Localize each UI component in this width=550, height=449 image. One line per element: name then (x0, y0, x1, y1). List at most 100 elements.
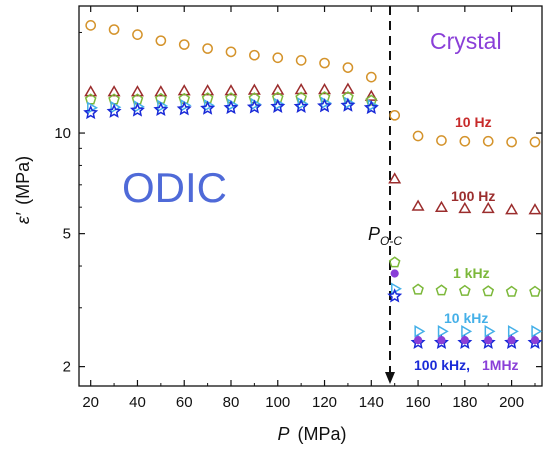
data-point-100khz (293, 98, 309, 113)
data-point-100khz (200, 100, 216, 115)
region-label-odic: ODIC (122, 164, 227, 211)
data-point-100khz (480, 334, 496, 349)
data-point-100khz (83, 104, 99, 120)
data-point-10hz (272, 52, 284, 64)
data-point-10khz (391, 282, 402, 296)
data-point-100hz (481, 201, 495, 214)
data-point-1khz (529, 285, 541, 297)
data-point-10khz (507, 325, 519, 338)
data-point-10khz (531, 325, 543, 338)
data-point-10khz (250, 97, 262, 111)
data-point-10hz (342, 62, 354, 73)
x-tick-label: 180 (452, 394, 477, 411)
data-point-100hz (318, 83, 332, 95)
data-point-10hz (295, 55, 307, 66)
series-10khz (87, 96, 543, 338)
data-point-100khz (176, 101, 192, 116)
annotation-10hz: 10 Hz (455, 114, 492, 130)
region-label-crystal: Crystal (430, 28, 502, 54)
data-point-10hz (155, 35, 167, 47)
data-point-100hz (458, 201, 472, 214)
data-point-10khz (180, 99, 192, 112)
data-point-100khz (457, 334, 473, 349)
y-axis-label-var: ε′ (13, 212, 33, 224)
data-point-10khz (227, 98, 239, 112)
data-point-10khz (203, 99, 215, 112)
series-10hz (85, 20, 541, 148)
data-point-10hz (482, 135, 494, 147)
data-point-10hz (412, 130, 424, 142)
data-point-10hz (319, 57, 330, 69)
data-point-1khz (435, 284, 448, 296)
plot-border (78, 5, 543, 387)
y-axis-label: ε′ (MPa) (13, 156, 33, 224)
plot-frame-layer: 20 40 60 80 100 120 140 160 180 200 2 5 10 (54, 5, 543, 411)
transition-label-main: P (368, 224, 380, 244)
data-point-10khz (297, 97, 309, 110)
annotation-1mhz: 1MHz (482, 357, 519, 373)
data-point-10hz (202, 43, 213, 54)
x-tick-label: 100 (265, 394, 290, 411)
data-point-10khz (437, 325, 449, 338)
data-point-10khz (414, 325, 426, 338)
data-point-10hz (436, 135, 447, 146)
data-point-10hz (506, 136, 517, 148)
data-point-100hz (107, 85, 121, 97)
x-tick-label: 120 (312, 394, 337, 411)
data-point-1mhz (460, 336, 469, 345)
data-point-10hz (529, 136, 541, 148)
data-point-100khz (387, 288, 403, 303)
data-point-100khz (504, 334, 520, 349)
data-point-1khz (388, 256, 401, 268)
transition-label: PO-C (368, 224, 402, 248)
data-layer (83, 20, 543, 349)
data-point-1khz (505, 285, 518, 297)
x-tick-label: 140 (359, 394, 384, 411)
data-point-100khz (340, 97, 356, 112)
data-point-100hz (201, 84, 215, 96)
x-tick-label: 60 (176, 394, 193, 411)
data-point-100hz (130, 85, 144, 97)
data-point-10hz (132, 29, 143, 41)
y-axis-label-unit: (MPa) (13, 156, 33, 205)
series-1mhz (390, 269, 540, 345)
data-point-1khz (482, 285, 495, 297)
annotation-1khz: 1 kHz (453, 265, 490, 281)
data-point-10hz (389, 109, 401, 121)
transition-arrowhead (385, 372, 396, 384)
data-point-10hz (225, 46, 237, 58)
data-point-100hz (224, 84, 238, 96)
y-tick-label: 10 (54, 125, 71, 142)
data-point-100hz (154, 85, 168, 97)
data-point-100khz (106, 103, 122, 118)
data-point-100hz (388, 172, 402, 184)
x-axis-label-var: P (277, 424, 289, 444)
data-point-1mhz (530, 336, 540, 345)
data-point-100khz (410, 334, 426, 349)
x-axis-label-unit: (MPa) (298, 424, 347, 444)
data-point-1khz (412, 283, 424, 295)
x-tick-label: 160 (406, 394, 431, 411)
x-tick-label: 40 (129, 394, 146, 411)
x-tick-label: 20 (82, 394, 99, 411)
data-point-1khz (459, 284, 471, 296)
data-point-10khz (320, 96, 332, 110)
data-point-100khz (527, 334, 543, 349)
data-point-100khz (363, 99, 379, 115)
data-point-100hz (411, 199, 425, 211)
data-point-1mhz (484, 336, 493, 345)
annotation-10khz: 10 kHz (444, 310, 488, 326)
data-point-10khz (461, 325, 473, 338)
data-point-100khz (129, 102, 145, 117)
annotation-100hz: 100 Hz (451, 188, 495, 204)
data-point-10khz (157, 99, 169, 113)
data-point-100khz (317, 98, 333, 113)
annotation-100khz: 100 kHz, (414, 357, 470, 373)
data-point-10hz (108, 24, 120, 35)
x-tick-label: 80 (223, 394, 240, 411)
y-tick-label: 5 (63, 226, 71, 243)
data-point-100hz (505, 203, 519, 215)
data-point-1khz (365, 94, 378, 106)
data-point-1mhz (413, 336, 423, 345)
